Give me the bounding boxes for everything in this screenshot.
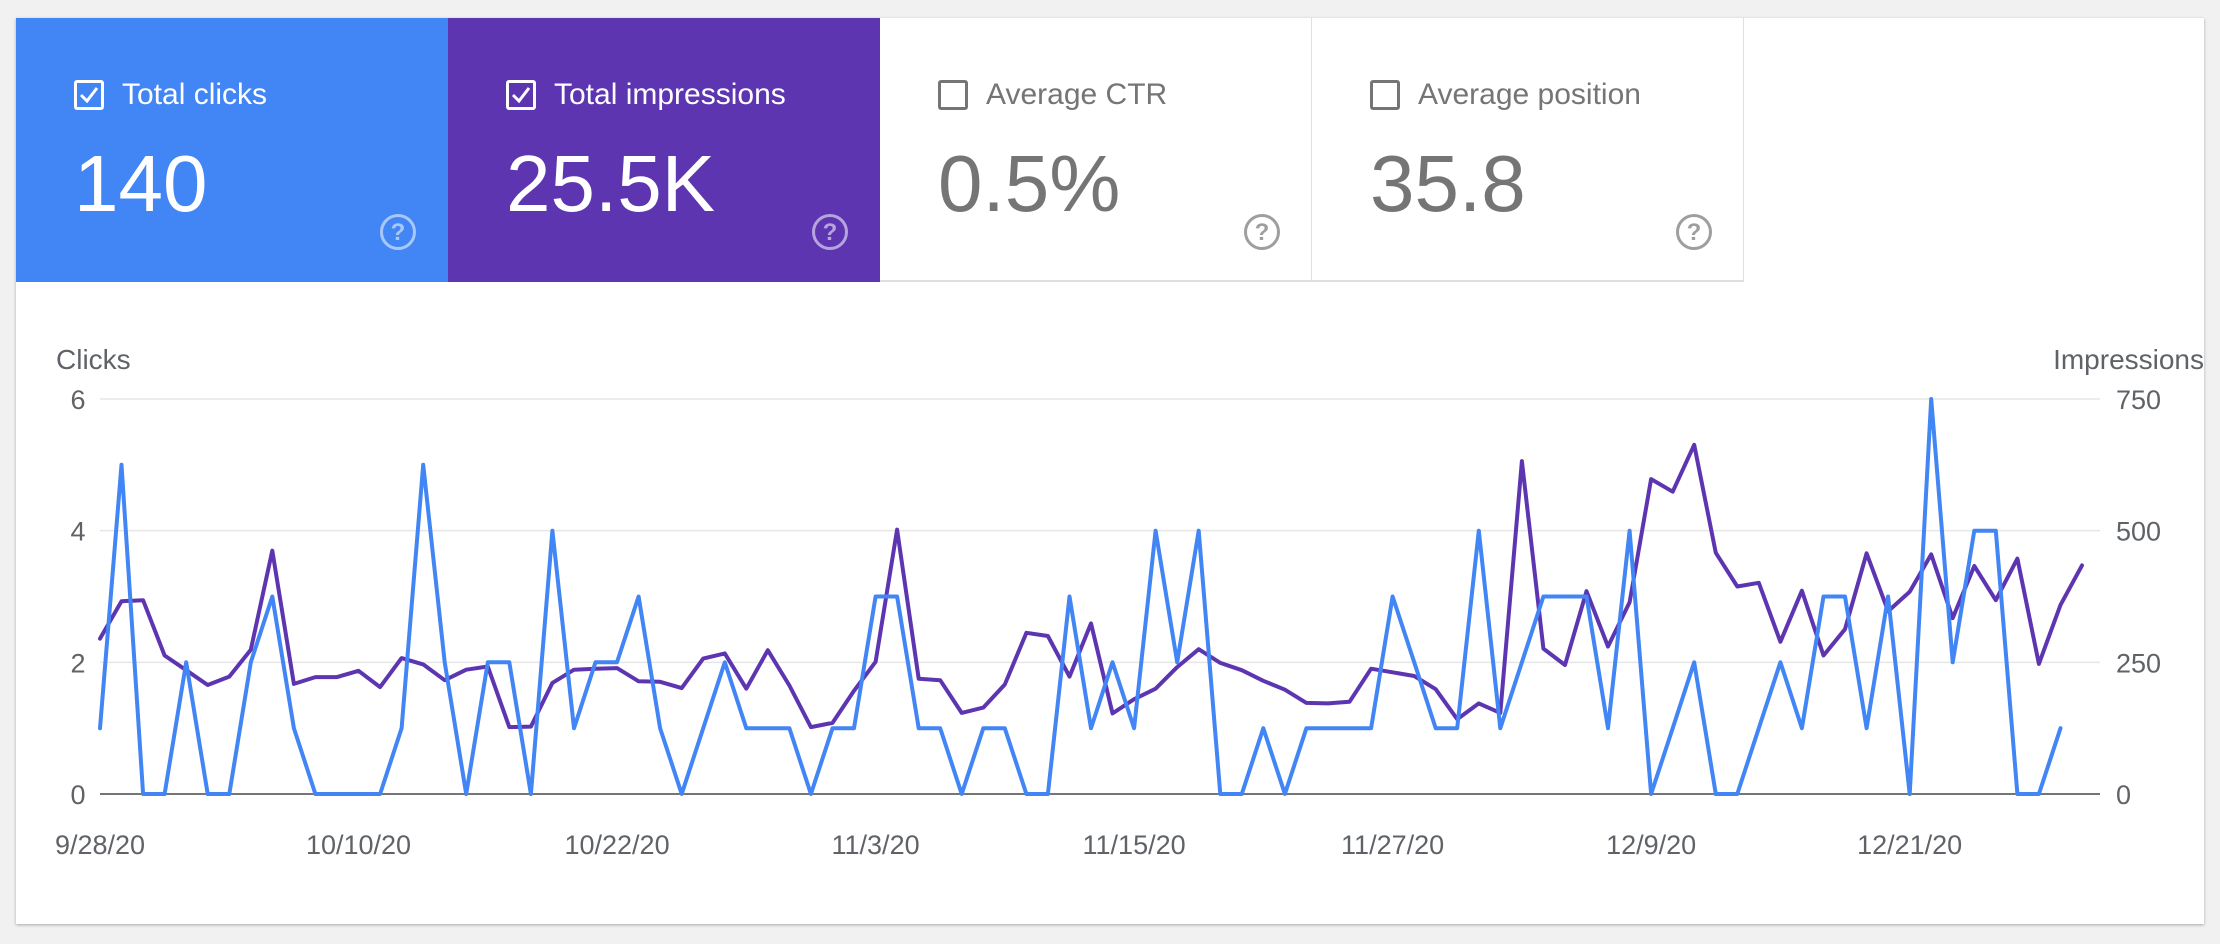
help-icon[interactable]: ? — [1676, 214, 1712, 250]
y-right-tick-label: 500 — [2116, 517, 2161, 547]
x-tick-label: 11/3/20 — [832, 830, 920, 860]
help-icon[interactable]: ? — [380, 214, 416, 250]
metric-tile-total-impressions[interactable]: Total impressions 25.5K ? — [448, 18, 880, 282]
checkbox-unchecked-icon[interactable] — [1370, 80, 1400, 110]
x-tick-label: 12/9/20 — [1606, 830, 1696, 860]
help-icon[interactable]: ? — [1244, 214, 1280, 250]
x-tick-label: 12/21/20 — [1857, 830, 1962, 860]
metric-label: Total clicks — [122, 78, 268, 111]
y-left-tick-label: 0 — [70, 780, 85, 810]
x-tick-label: 11/27/20 — [1341, 830, 1444, 860]
metric-label: Total impressions — [554, 78, 786, 111]
x-tick-label: 9/28/20 — [55, 830, 145, 860]
metric-tile-average-ctr[interactable]: Average CTR 0.5% ? — [880, 18, 1312, 282]
x-tick-label: 11/15/20 — [1083, 830, 1186, 860]
checkbox-checked-icon[interactable] — [74, 80, 104, 110]
metric-label: Average position — [1418, 78, 1641, 111]
y-right-tick-label: 250 — [2116, 648, 2161, 678]
checkbox-checked-icon[interactable] — [506, 80, 536, 110]
clicks-line[interactable] — [98, 397, 2063, 796]
metric-value: 140 — [74, 139, 208, 228]
metric-label: Average CTR — [986, 78, 1168, 111]
y-left-tick-label: 6 — [70, 385, 85, 415]
y-left-tick-label: 4 — [70, 517, 85, 547]
y-right-tick-label: 0 — [2116, 780, 2131, 810]
metric-value: 35.8 — [1370, 139, 1526, 228]
help-icon[interactable]: ? — [812, 214, 848, 250]
metric-value: 0.5% — [938, 139, 1121, 228]
x-tick-label: 10/10/20 — [306, 830, 411, 860]
y-left-tick-label: 2 — [70, 648, 85, 678]
y-right-tick-label: 750 — [2116, 385, 2161, 415]
checkbox-unchecked-icon[interactable] — [938, 80, 968, 110]
metric-value: 25.5K — [506, 139, 716, 228]
impressions-line[interactable] — [98, 442, 2084, 730]
x-tick-label: 10/22/20 — [564, 830, 669, 860]
left-axis-title: Clicks — [56, 344, 131, 375]
performance-card: Total clicks 140 ? Total impressions 25.… — [16, 18, 2204, 924]
metric-tile-total-clicks[interactable]: Total clicks 140 ? — [16, 18, 448, 282]
metric-tile-average-position[interactable]: Average position 35.8 ? — [1312, 18, 1744, 282]
performance-chart[interactable]: 0 2 4 6 0 250 500 750 9/28/20 10/10/20 10/22/20 11/… — [16, 18, 2204, 924]
right-axis-title: Impressions — [2053, 344, 2204, 375]
